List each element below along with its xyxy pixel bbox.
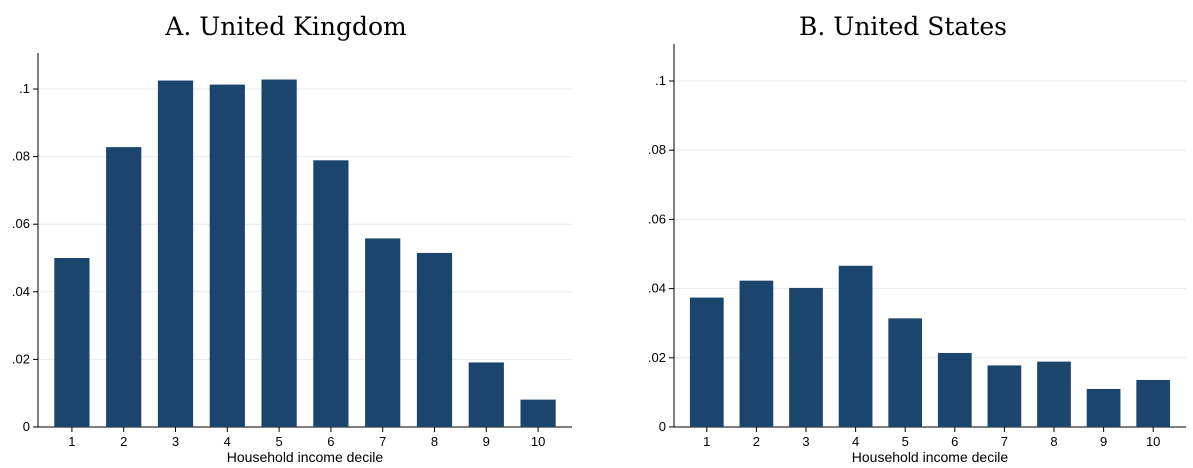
x-tick-label: 4: [224, 434, 231, 449]
x-tick-label: 8: [1050, 434, 1057, 449]
bar: [1086, 388, 1121, 427]
x-tick-label: 6: [951, 434, 958, 449]
bar: [416, 252, 453, 427]
bar: [106, 147, 142, 428]
chart-panel-us: B. United States 0 .02 .04 .06 .08 .1 1 2 3 4 5 6 7 8…: [603, 0, 1193, 468]
bar: [689, 297, 724, 427]
bar: [1037, 361, 1071, 427]
y-tick-label: .02: [648, 350, 666, 365]
y-tick-label: .08: [12, 149, 30, 164]
x-tick-label: 6: [327, 434, 334, 449]
y-tick-label: .04: [12, 284, 30, 299]
x-axis-title: Household income decile: [227, 449, 384, 465]
bar: [54, 258, 90, 427]
bar: [209, 84, 245, 427]
x-tick-label: 9: [483, 434, 490, 449]
x-tick-label: 2: [120, 434, 127, 449]
y-tick-label: .08: [648, 142, 666, 157]
x-tick-label: 8: [431, 434, 438, 449]
bar: [789, 287, 823, 427]
x-tick-label: 7: [379, 434, 386, 449]
bar: [739, 280, 774, 427]
y-tick-label: .06: [648, 211, 666, 226]
bar: [838, 265, 873, 427]
x-tick-label: 10: [531, 434, 545, 449]
y-tick-label: 0: [659, 419, 666, 434]
x-tick-label: 10: [1146, 434, 1160, 449]
bar: [520, 399, 556, 427]
x-tick-label: 1: [68, 434, 75, 449]
bar: [313, 160, 349, 427]
bar: [888, 318, 923, 427]
x-tick-label: 4: [852, 434, 859, 449]
chart-panel-uk: A. United Kingdom 0 .02 .04 .06 .08 .1 1 2 3 4 5 6 7…: [0, 0, 590, 468]
bar: [987, 365, 1022, 427]
bar-chart-uk: 0 .02 .04 .06 .08 .1 1 2 3 4 5 6 7 8 9 10 Household inco…: [12, 53, 572, 465]
x-tick-label: 5: [902, 434, 909, 449]
bar: [1136, 379, 1171, 427]
bar: [365, 238, 401, 427]
y-tick-label: .1: [655, 73, 666, 88]
bar: [157, 80, 194, 428]
bar: [261, 79, 297, 427]
x-tick-label: 5: [275, 434, 282, 449]
x-tick-label: 3: [802, 434, 809, 449]
y-tick-label: .1: [19, 81, 30, 96]
x-tick-label: 1: [703, 434, 710, 449]
x-tick-label: 3: [172, 434, 179, 449]
y-tick-label: 0: [23, 419, 30, 434]
bar: [937, 352, 972, 427]
bar: [468, 362, 504, 427]
x-axis-title: Household income decile: [852, 449, 1009, 465]
y-tick-label: .06: [12, 216, 30, 231]
x-tick-label: 7: [1001, 434, 1008, 449]
chart-title: B. United States: [799, 12, 1007, 41]
bar-chart-us: 0 .02 .04 .06 .08 .1 1 2 3 4 5 6 7 8 9 10 Household inco…: [648, 44, 1186, 465]
x-tick-label: 2: [753, 434, 760, 449]
y-tick-label: .04: [648, 281, 666, 296]
chart-title: A. United Kingdom: [165, 12, 407, 41]
x-tick-label: 9: [1100, 434, 1107, 449]
y-tick-label: .02: [12, 351, 30, 366]
